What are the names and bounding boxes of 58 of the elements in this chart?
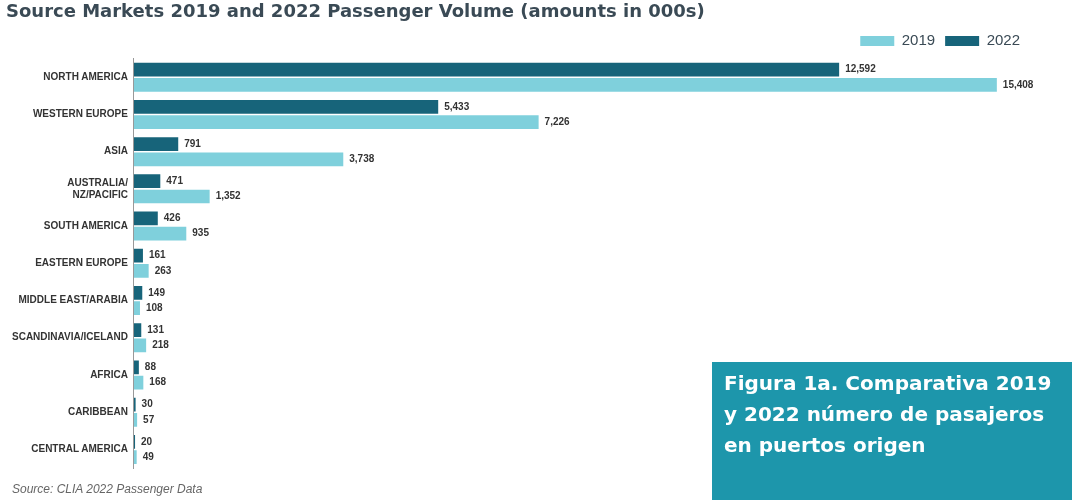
- data-label: 1,352: [215, 190, 242, 202]
- bar: [133, 115, 539, 129]
- y-tick-label: SOUTH AMERICA: [43, 219, 128, 231]
- bar: [133, 412, 138, 427]
- data-label: 7,226: [544, 115, 571, 127]
- y-tick-label: EASTERN EUROPE: [35, 257, 129, 269]
- bar: [133, 301, 140, 316]
- bar: [133, 264, 149, 278]
- legend-label: 2019: [901, 31, 936, 49]
- bar: [133, 248, 143, 263]
- bar: [133, 174, 161, 189]
- y-tick-label: WESTERN EUROPE: [32, 108, 129, 120]
- bar: [133, 137, 179, 151]
- bar: [133, 323, 142, 337]
- bar: [133, 211, 158, 226]
- bar: [133, 62, 840, 77]
- legend-label: 2022: [986, 31, 1021, 49]
- bar: [133, 77, 997, 92]
- data-label: 935: [192, 227, 210, 239]
- data-label: 5,433: [444, 100, 470, 112]
- bar: [133, 338, 147, 353]
- bar: [133, 152, 344, 167]
- data-label: 3,738: [349, 153, 375, 165]
- data-label: 791: [184, 137, 202, 149]
- data-label: 218: [152, 339, 170, 351]
- data-label: 131: [147, 323, 165, 335]
- data-label: 12,592: [845, 63, 877, 75]
- bar: [133, 375, 144, 390]
- bar: [133, 360, 139, 375]
- bar: [133, 99, 439, 114]
- source-note: Source: CLIA 2022 Passenger Data: [12, 482, 203, 496]
- bar: [133, 189, 210, 204]
- data-label: 168: [149, 376, 167, 388]
- data-label: 20: [141, 435, 153, 447]
- bar: [133, 450, 137, 464]
- bar: [133, 286, 143, 300]
- y-tick-label: ASIA: [104, 145, 128, 157]
- bar: [133, 226, 187, 241]
- data-label: 426: [163, 212, 181, 224]
- data-label: 49: [142, 450, 155, 462]
- y-tick-label: CENTRAL AMERICA: [31, 443, 128, 455]
- y-tick-label: NORTH AMERICA: [43, 70, 128, 82]
- data-label: 88: [144, 361, 157, 373]
- data-label: 263: [154, 264, 172, 276]
- caption-box: Figura 1a. Comparativa 2019 y 2022 número de pasajeros en puertos origen: [712, 362, 1072, 500]
- data-label: 161: [148, 249, 167, 261]
- y-tick-label: AUSTRALIA/ NZ/PACIFIC: [67, 176, 129, 200]
- data-label: 471: [166, 174, 184, 186]
- y-tick-label: CARIBBEAN: [67, 405, 128, 417]
- data-label: 108: [145, 301, 164, 313]
- data-label: 149: [148, 286, 166, 298]
- chart-title: Source Markets 2019 and 2022 Passenger Volume (amounts in 000s): [6, 0, 705, 22]
- data-label: 57: [143, 413, 155, 425]
- y-tick-label: SCANDINAVIA/ICELAND: [11, 331, 128, 343]
- y-tick-label: AFRICA: [90, 368, 128, 380]
- data-label: 15,408: [1002, 78, 1034, 90]
- y-tick-label: MIDDLE EAST/ARABIA: [18, 294, 128, 306]
- data-label: 30: [141, 398, 154, 410]
